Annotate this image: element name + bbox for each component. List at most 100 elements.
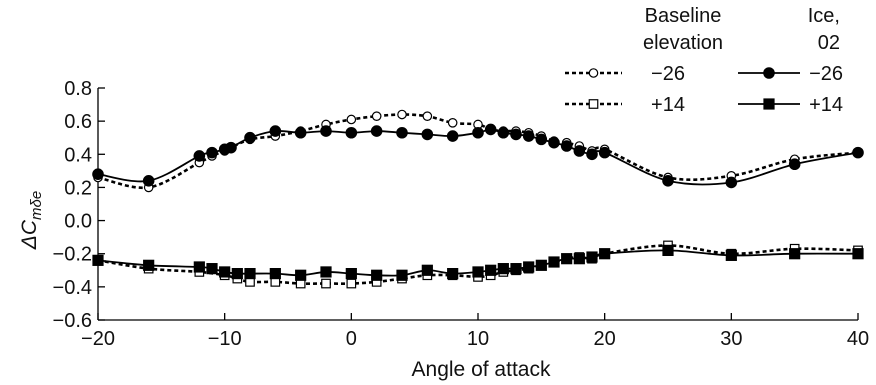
legend-marker	[588, 99, 599, 109]
data-point	[396, 126, 408, 139]
data-point	[193, 150, 206, 162]
y-tick-label: 0.8	[64, 78, 92, 100]
data-point	[522, 130, 535, 142]
series-ice-plus14	[92, 244, 864, 281]
data-point	[269, 268, 281, 280]
x-tick-label: −10	[208, 328, 242, 350]
data-point	[548, 136, 560, 149]
data-point	[219, 266, 231, 278]
data-point	[422, 111, 433, 121]
data-point	[446, 130, 459, 142]
x-tick-label: 10	[467, 328, 489, 350]
legend-sample-2	[565, 99, 622, 109]
data-point	[598, 146, 611, 159]
data-point	[421, 264, 433, 276]
x-tick-label: 30	[720, 328, 742, 350]
legend-label-baseline-plus14: +14	[651, 94, 685, 116]
data-point	[193, 261, 205, 273]
y-tick-label: 0.2	[64, 177, 92, 199]
legend-sample-1	[738, 67, 800, 79]
data-point	[510, 263, 522, 275]
data-point	[560, 140, 573, 152]
data-point	[788, 158, 801, 171]
data-point	[586, 148, 598, 161]
data-point	[523, 261, 535, 273]
legend-header-baseline-line2: elevation	[643, 32, 723, 54]
legend-header-ice-line2: 02	[818, 32, 840, 54]
data-point	[345, 268, 357, 280]
legend-header-ice-line1: Ice,	[808, 5, 840, 27]
data-point	[143, 259, 155, 271]
data-point	[345, 126, 358, 139]
data-point	[294, 126, 307, 139]
legend-label-ice-minus26: −26	[809, 63, 843, 85]
data-point	[92, 168, 104, 180]
legend-marker	[763, 98, 775, 110]
legend-marker	[763, 67, 775, 79]
x-tick-label: −20	[81, 328, 115, 350]
data-point	[206, 263, 218, 275]
data-point	[497, 263, 509, 275]
data-point	[472, 126, 484, 139]
data-point	[370, 125, 383, 137]
y-axis-label-subscript: mδe	[28, 191, 45, 220]
legend-header-baseline-line1: Baseline	[645, 5, 722, 27]
data-point	[244, 268, 256, 280]
data-point	[320, 125, 332, 137]
data-point	[371, 111, 382, 121]
data-point	[535, 133, 548, 146]
data-point	[725, 176, 738, 189]
legend: Baseline elevation Ice, 02 −26 −26 +14 +…	[565, 5, 843, 116]
data-point	[573, 145, 586, 157]
data-point	[295, 269, 307, 281]
legend-label-ice-plus14: +14	[809, 94, 843, 116]
y-tick-label: 0.6	[64, 111, 92, 133]
data-point	[662, 175, 674, 187]
legend-label-baseline-minus26: −26	[651, 63, 685, 85]
data-point	[484, 123, 497, 136]
data-point	[346, 114, 357, 125]
data-point	[421, 128, 434, 141]
data-point	[346, 278, 357, 289]
data-point	[497, 126, 510, 139]
y-tick-label: 0.0	[64, 211, 92, 233]
legend-marker	[588, 68, 599, 78]
data-point	[206, 146, 218, 159]
data-point	[725, 249, 737, 261]
data-point	[535, 259, 547, 271]
y-tick-label: −0.6	[53, 310, 92, 332]
y-tick-label: −0.2	[53, 244, 92, 266]
y-axis-label: ΔCmδe	[18, 191, 45, 250]
x-tick-label: 20	[594, 328, 616, 350]
data-point	[485, 264, 497, 276]
data-point	[447, 118, 458, 128]
data-point	[269, 125, 282, 137]
data-point	[599, 248, 611, 260]
data-point	[573, 253, 585, 265]
y-tick-label: −0.4	[53, 277, 92, 299]
data-point	[852, 248, 864, 260]
data-point	[586, 251, 598, 263]
y-tick-label: 0.4	[64, 144, 92, 166]
x-axis-label: Angle of attack	[412, 358, 551, 381]
legend-sample-3	[738, 98, 800, 110]
series-ice-minus26	[92, 123, 864, 189]
data-point	[371, 269, 383, 281]
legend-sample-0	[565, 68, 622, 78]
x-tick-label: 0	[346, 328, 357, 350]
data-point	[662, 244, 674, 256]
data-point	[225, 141, 237, 154]
data-point	[472, 266, 484, 278]
data-point	[231, 268, 243, 280]
axes: −0.6 −0.4 −0.2 0.0 0.2 0.4 0.6 0.8 −20 −10 0 10 20 30…	[53, 78, 870, 350]
data-point	[510, 128, 522, 141]
data-point	[92, 254, 104, 266]
data-point	[852, 146, 864, 159]
data-point	[142, 175, 155, 187]
data-point	[548, 256, 560, 268]
data-point	[244, 131, 256, 144]
y-axis-label-main: ΔC	[18, 219, 41, 250]
data-point	[561, 253, 573, 265]
data-point	[397, 109, 407, 120]
